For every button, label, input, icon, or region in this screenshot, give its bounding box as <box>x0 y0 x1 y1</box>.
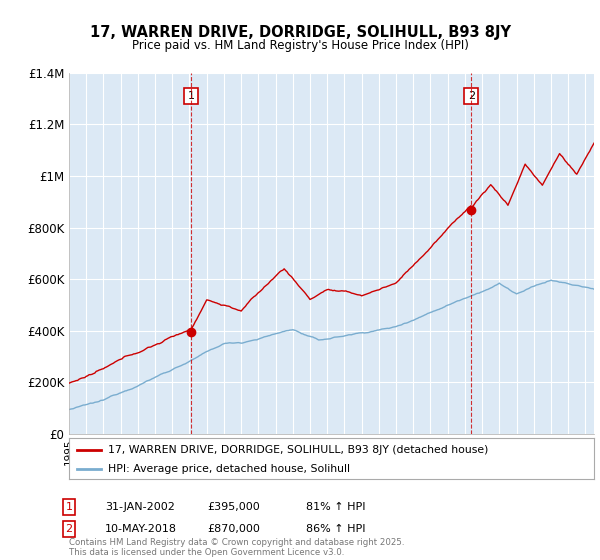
Text: HPI: Average price, detached house, Solihull: HPI: Average price, detached house, Soli… <box>109 464 350 474</box>
Text: Price paid vs. HM Land Registry's House Price Index (HPI): Price paid vs. HM Land Registry's House … <box>131 39 469 52</box>
Text: 17, WARREN DRIVE, DORRIDGE, SOLIHULL, B93 8JY (detached house): 17, WARREN DRIVE, DORRIDGE, SOLIHULL, B9… <box>109 445 489 455</box>
Text: 17, WARREN DRIVE, DORRIDGE, SOLIHULL, B93 8JY: 17, WARREN DRIVE, DORRIDGE, SOLIHULL, B9… <box>89 25 511 40</box>
Text: £395,000: £395,000 <box>207 502 260 512</box>
Text: 86% ↑ HPI: 86% ↑ HPI <box>306 524 365 534</box>
Text: 81% ↑ HPI: 81% ↑ HPI <box>306 502 365 512</box>
Text: 1: 1 <box>187 91 194 101</box>
Text: 1: 1 <box>65 502 73 512</box>
Text: 31-JAN-2002: 31-JAN-2002 <box>105 502 175 512</box>
Text: 2: 2 <box>65 524 73 534</box>
Text: 10-MAY-2018: 10-MAY-2018 <box>105 524 177 534</box>
Text: Contains HM Land Registry data © Crown copyright and database right 2025.
This d: Contains HM Land Registry data © Crown c… <box>69 538 404 557</box>
Text: 2: 2 <box>468 91 475 101</box>
Text: £870,000: £870,000 <box>207 524 260 534</box>
